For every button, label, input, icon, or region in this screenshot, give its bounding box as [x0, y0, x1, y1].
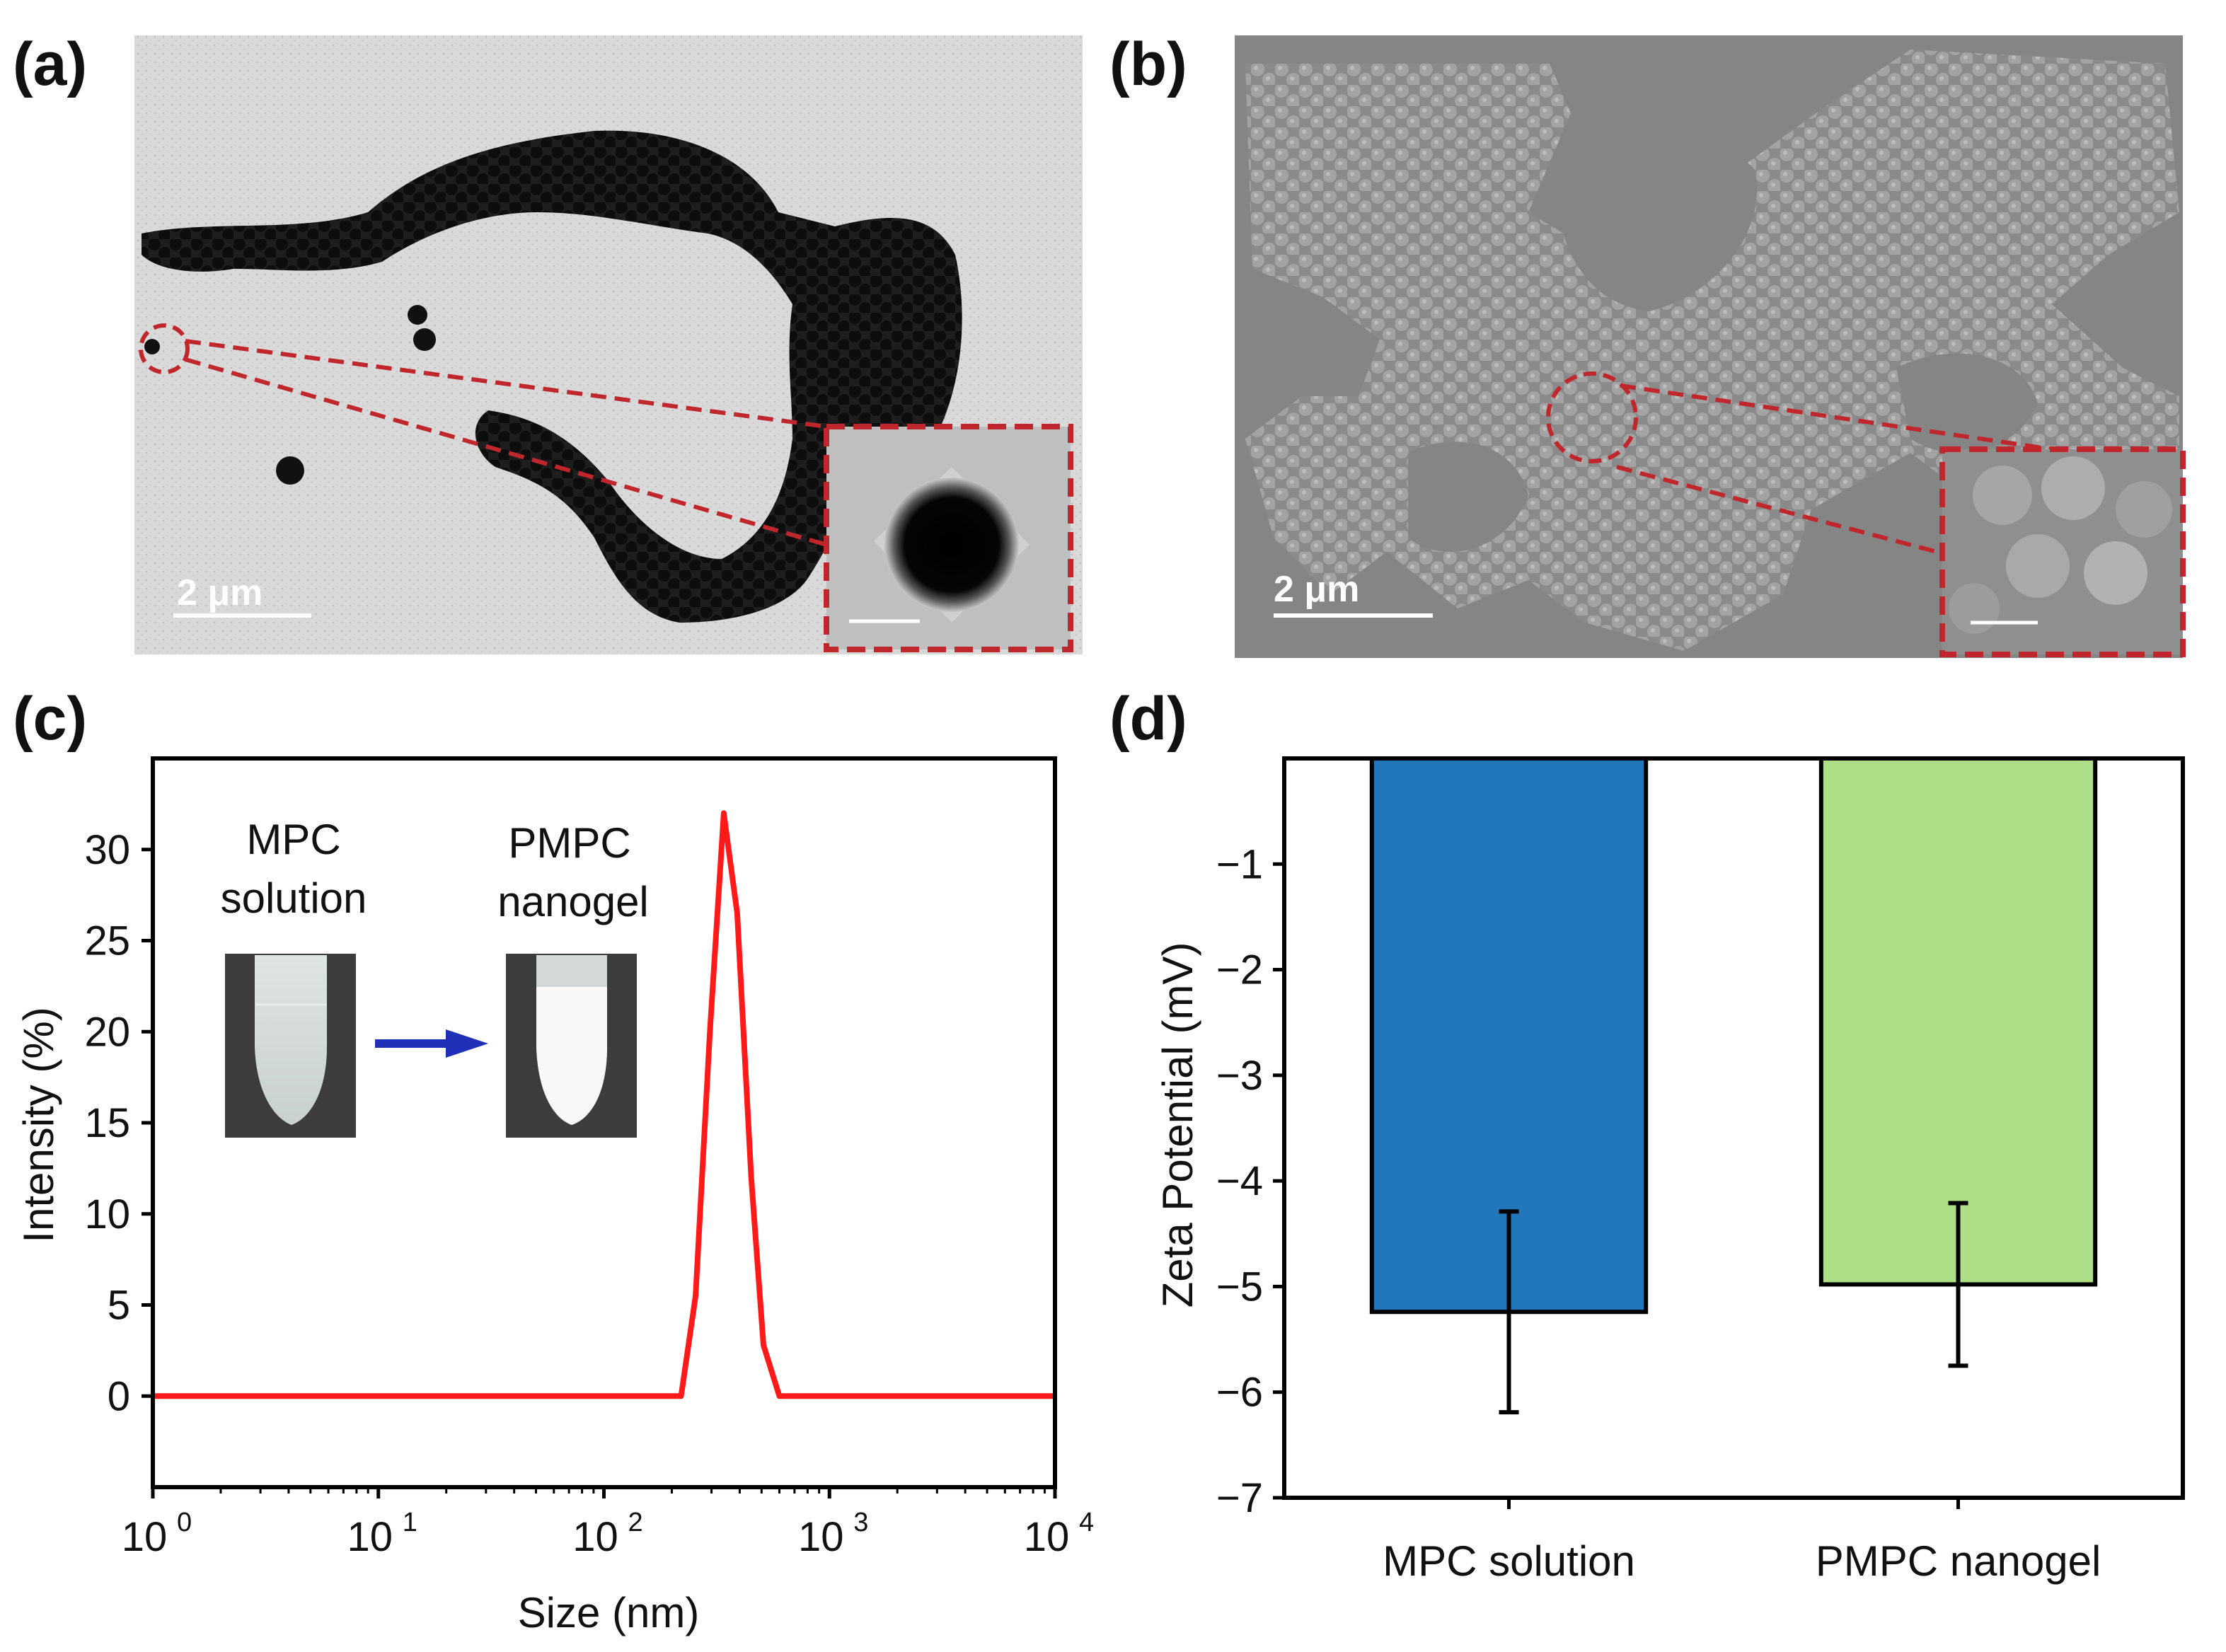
- zeta-category-label: MPC solution: [1383, 1537, 1635, 1585]
- callout-line: [1616, 465, 1943, 555]
- dls-x-tick-exponent: 0: [177, 1508, 192, 1537]
- tem-image: 2 μm: [134, 35, 1083, 654]
- vial-after-label-line2: nanogel: [497, 878, 649, 925]
- dls-y-tick-label: 20: [84, 1009, 130, 1055]
- dls-x-tick-label: 10: [572, 1514, 618, 1560]
- vial-before-label-line1: MPC: [246, 816, 340, 863]
- dls-y-tick-label: 25: [84, 918, 130, 964]
- dls-x-tick-exponent: 1: [403, 1508, 417, 1537]
- zeta-y-tick-label: −4: [1216, 1158, 1263, 1204]
- vial-inset: MPC solution PMPC nanogel: [221, 816, 649, 1138]
- zeta-y-tick-label: −2: [1216, 947, 1263, 993]
- panel-a-label: (a): [13, 30, 87, 98]
- zeta-category-label: PMPC nanogel: [1816, 1537, 2101, 1585]
- scale-bar-label-b: 2 μm: [1274, 569, 1359, 610]
- zeta-y-tick-label: −7: [1216, 1475, 1263, 1521]
- zeta-y-tick-label: −1: [1216, 841, 1263, 887]
- sem-image: 2 μm: [1235, 35, 2186, 658]
- dls-x-axis-title: Size (nm): [518, 1589, 700, 1636]
- callout-circle-b: [1546, 371, 1638, 463]
- vial-before: [225, 954, 356, 1138]
- zeta-chart: −1 −2 −3 −4 −5 −6 −7 MPC solution PMPC nanogel Z…: [1154, 756, 2185, 1585]
- sem-inset: [1939, 446, 2186, 657]
- callout-line: [185, 357, 827, 547]
- arrow-head-icon: [446, 1029, 488, 1058]
- dls-x-tick-label: 10: [347, 1514, 393, 1560]
- callout-line: [185, 339, 827, 429]
- dls-chart: 0 5 10 15 20 25 30 10 0 10 1 10 2 10 3 10 4 Size (nm) In…: [15, 756, 1094, 1636]
- dls-series-group: [153, 810, 1055, 1399]
- zeta-y-tick-label: −3: [1216, 1053, 1263, 1099]
- callout-circle-a: [139, 323, 190, 374]
- vial-before-label-line2: solution: [221, 874, 367, 922]
- panel-b-label: (b): [1109, 30, 1187, 98]
- zeta-y-tick-label: −6: [1216, 1370, 1263, 1416]
- dls-y-tick-label: 30: [84, 827, 130, 873]
- zeta-y-axis-title: Zeta Potential (mV): [1154, 942, 1201, 1308]
- zeta-y-tick-label: −5: [1216, 1264, 1263, 1310]
- dls-y-tick-label: 5: [108, 1283, 130, 1329]
- zeta-bar: [1818, 756, 2098, 1287]
- dls-y-tick-label: 0: [108, 1373, 130, 1419]
- dls-x-tick-label: 10: [798, 1514, 844, 1560]
- dls-y-tick-label: 15: [84, 1100, 130, 1146]
- dls-x-tick-exponent: 2: [628, 1508, 643, 1537]
- zeta-plot-frame: [1282, 756, 2185, 1500]
- vial-after-label-line1: PMPC: [508, 819, 630, 867]
- dls-y-axis-title: Intensity (%): [15, 1007, 62, 1242]
- panel-c-label: (c): [13, 685, 87, 753]
- dls-x-tick-exponent: 4: [1079, 1508, 1094, 1537]
- callout-line: [1620, 383, 2053, 451]
- dls-ticks: 0 5 10 15 20 25 30 10 0 10 1 10 2 10 3 10 4: [84, 827, 1094, 1560]
- dls-series-line: [153, 810, 1055, 1399]
- dls-x-tick-label: 10: [1024, 1514, 1070, 1560]
- panel-d-label: (d): [1109, 685, 1187, 753]
- zeta-bars-group: [1369, 756, 2098, 1415]
- zeta-ticks: −1 −2 −3 −4 −5 −6 −7 MPC solution PMPC nanogel: [1216, 841, 2101, 1585]
- dls-x-tick-exponent: 3: [853, 1508, 868, 1537]
- scale-bar-label-a: 2 μm: [177, 572, 263, 613]
- dls-x-tick-label: 10: [122, 1514, 168, 1560]
- tem-inset: [824, 424, 1073, 652]
- dls-y-tick-label: 10: [84, 1191, 130, 1237]
- vial-after: [506, 954, 637, 1138]
